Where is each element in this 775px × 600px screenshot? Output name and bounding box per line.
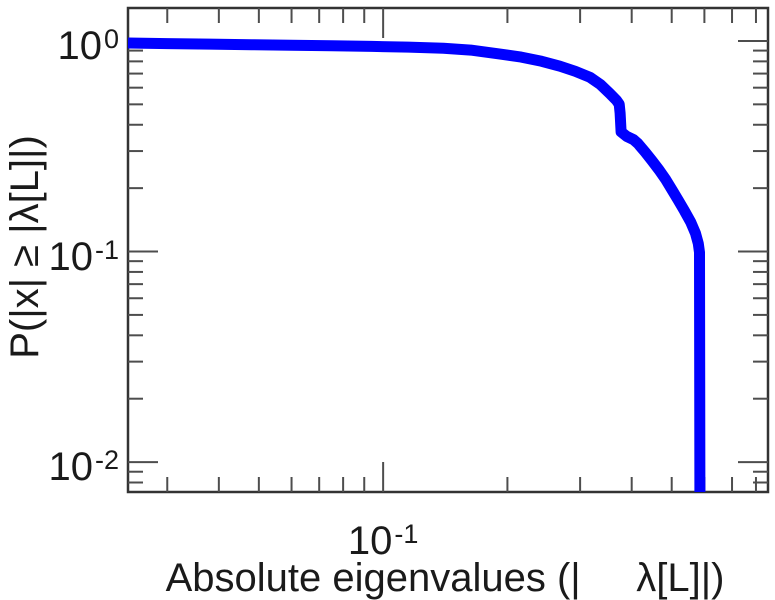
- eigenvalue-ccdf-curve: [127, 37, 706, 493]
- y-tick-base: 10: [57, 23, 102, 68]
- x-axis-title: Absolute eigenvalues (| λ[L]|): [165, 556, 725, 600]
- y-tick-exponent: 0: [103, 23, 119, 54]
- x-tick-label-1e-1: 10-1: [348, 512, 419, 563]
- y-tick-base: 10: [48, 445, 93, 490]
- y-tick-base: 10: [48, 234, 93, 279]
- plot-frame: [126, 6, 770, 494]
- y-tick-exponent: -1: [94, 234, 119, 265]
- y-tick-label-1e0: 100: [0, 17, 119, 68]
- x-tick-base: 10: [347, 519, 393, 563]
- y-tick-label-1e-1: 10-1: [0, 228, 119, 279]
- y-tick-exponent: -2: [94, 445, 119, 476]
- x-tick-exponent: -1: [394, 519, 419, 549]
- y-tick-label-1e-2: 10-2: [0, 438, 119, 489]
